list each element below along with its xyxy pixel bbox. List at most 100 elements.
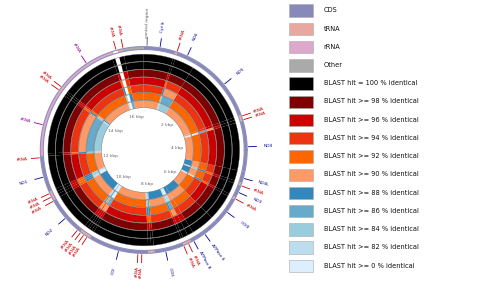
Polygon shape: [159, 95, 162, 103]
Polygon shape: [88, 234, 92, 238]
Polygon shape: [228, 120, 235, 125]
Polygon shape: [220, 123, 228, 127]
Polygon shape: [170, 185, 184, 199]
Polygon shape: [91, 110, 98, 116]
Polygon shape: [126, 62, 144, 71]
Polygon shape: [122, 88, 126, 95]
Polygon shape: [98, 96, 128, 120]
Polygon shape: [79, 101, 86, 107]
Polygon shape: [123, 71, 128, 79]
Polygon shape: [199, 132, 208, 164]
Polygon shape: [163, 186, 169, 194]
Text: 6 kbp: 6 kbp: [164, 170, 175, 174]
Polygon shape: [180, 229, 188, 237]
Polygon shape: [110, 190, 116, 197]
FancyBboxPatch shape: [289, 23, 313, 35]
Polygon shape: [177, 222, 184, 230]
Polygon shape: [94, 226, 148, 246]
Polygon shape: [227, 118, 235, 122]
Text: BLAST hit >= 98 % identical: BLAST hit >= 98 % identical: [324, 98, 418, 104]
Polygon shape: [152, 250, 154, 253]
Polygon shape: [60, 193, 90, 226]
Polygon shape: [174, 206, 181, 214]
Polygon shape: [124, 54, 144, 63]
Polygon shape: [166, 107, 190, 136]
Text: rRNA: rRNA: [72, 43, 81, 54]
Polygon shape: [144, 46, 175, 54]
Polygon shape: [85, 175, 92, 180]
Polygon shape: [144, 70, 168, 80]
Polygon shape: [117, 185, 121, 192]
Text: tRNA: tRNA: [29, 201, 41, 210]
Polygon shape: [80, 230, 85, 234]
Polygon shape: [106, 197, 111, 203]
Polygon shape: [92, 170, 98, 175]
Polygon shape: [220, 120, 228, 125]
Polygon shape: [168, 201, 173, 209]
Text: ND6: ND6: [192, 32, 200, 42]
Polygon shape: [52, 196, 56, 200]
FancyBboxPatch shape: [289, 260, 313, 272]
Polygon shape: [202, 172, 212, 183]
Polygon shape: [102, 212, 148, 230]
Text: tRNA: tRNA: [116, 25, 122, 36]
Polygon shape: [86, 153, 98, 173]
Polygon shape: [174, 191, 190, 206]
Text: ND4: ND4: [264, 144, 273, 148]
FancyBboxPatch shape: [289, 4, 313, 17]
Polygon shape: [181, 220, 189, 228]
Text: ND5: ND5: [236, 67, 245, 76]
Polygon shape: [228, 169, 237, 181]
Polygon shape: [110, 199, 146, 215]
Polygon shape: [168, 66, 172, 74]
Polygon shape: [64, 104, 84, 153]
FancyBboxPatch shape: [289, 59, 313, 71]
Polygon shape: [185, 207, 206, 226]
Polygon shape: [205, 171, 212, 175]
Polygon shape: [64, 94, 72, 100]
Polygon shape: [128, 103, 131, 110]
Polygon shape: [80, 182, 104, 208]
Polygon shape: [201, 180, 208, 185]
Polygon shape: [146, 215, 150, 223]
Polygon shape: [64, 152, 70, 155]
FancyBboxPatch shape: [289, 187, 313, 199]
Polygon shape: [166, 180, 179, 193]
Polygon shape: [104, 120, 110, 125]
Polygon shape: [172, 59, 193, 74]
Text: CDS: CDS: [324, 7, 338, 13]
Polygon shape: [131, 101, 135, 109]
Polygon shape: [72, 183, 80, 189]
Polygon shape: [90, 236, 148, 254]
Polygon shape: [86, 118, 102, 152]
Polygon shape: [182, 165, 190, 172]
Polygon shape: [58, 89, 62, 93]
Polygon shape: [176, 52, 197, 64]
Polygon shape: [170, 101, 198, 133]
Text: tRNA: tRNA: [187, 257, 195, 268]
Polygon shape: [112, 58, 117, 66]
Polygon shape: [129, 94, 134, 102]
Polygon shape: [144, 62, 171, 73]
Text: tRNA: tRNA: [180, 28, 186, 40]
Polygon shape: [98, 167, 105, 171]
Polygon shape: [206, 164, 215, 173]
Text: COIII: COIII: [240, 221, 250, 230]
Polygon shape: [120, 56, 126, 64]
Polygon shape: [238, 182, 242, 186]
Polygon shape: [184, 133, 191, 137]
FancyBboxPatch shape: [289, 223, 313, 236]
Polygon shape: [125, 79, 130, 87]
Polygon shape: [184, 164, 190, 167]
Polygon shape: [214, 125, 221, 129]
Polygon shape: [166, 203, 170, 210]
Polygon shape: [58, 190, 66, 197]
Polygon shape: [100, 171, 118, 189]
Polygon shape: [175, 224, 180, 231]
Polygon shape: [104, 205, 110, 212]
Polygon shape: [144, 54, 173, 65]
Polygon shape: [67, 189, 94, 220]
Polygon shape: [118, 49, 123, 53]
Polygon shape: [56, 155, 70, 185]
Polygon shape: [196, 61, 241, 116]
